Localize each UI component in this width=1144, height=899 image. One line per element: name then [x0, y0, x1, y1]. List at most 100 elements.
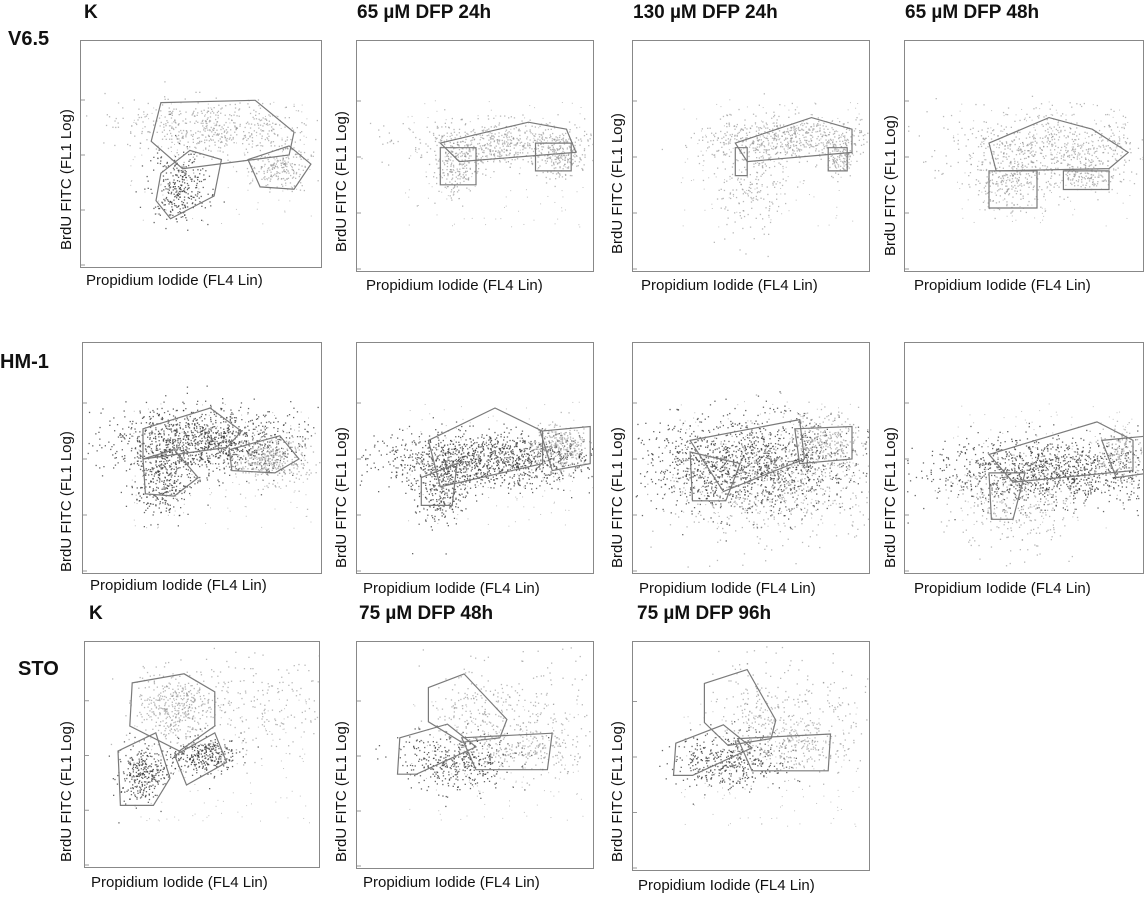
data-point — [276, 446, 278, 448]
data-point — [569, 174, 572, 177]
data-point — [1117, 143, 1119, 145]
data-point — [186, 447, 188, 449]
data-point — [981, 161, 983, 163]
data-point — [215, 114, 217, 116]
data-point — [1061, 146, 1063, 149]
data-point — [172, 181, 174, 184]
data-point — [474, 185, 476, 187]
data-point — [527, 152, 529, 154]
data-point — [450, 171, 452, 173]
data-point — [193, 160, 195, 163]
data-point — [207, 129, 209, 131]
data-point — [258, 440, 260, 442]
data-point — [211, 158, 213, 160]
data-point — [864, 134, 866, 136]
data-point — [985, 159, 987, 161]
data-point — [210, 406, 212, 408]
data-point — [551, 159, 553, 161]
data-point — [1067, 179, 1070, 181]
data-point — [497, 155, 499, 157]
data-point — [851, 152, 853, 155]
data-point — [1101, 180, 1103, 182]
data-point — [139, 412, 141, 414]
data-point — [713, 173, 716, 175]
data-point — [1088, 180, 1091, 182]
data-point — [490, 145, 492, 147]
data-point — [301, 446, 303, 448]
data-point — [182, 447, 184, 449]
data-point — [203, 447, 206, 450]
data-point — [186, 148, 189, 150]
data-point — [199, 140, 201, 142]
data-point — [459, 163, 461, 165]
data-point — [285, 162, 287, 164]
data-point — [990, 127, 992, 129]
data-point — [1124, 123, 1126, 125]
data-point — [193, 461, 195, 463]
data-point — [464, 154, 466, 156]
data-point — [123, 433, 126, 435]
data-point — [982, 161, 984, 163]
data-point — [700, 130, 702, 132]
data-point — [493, 117, 495, 119]
data-point — [753, 163, 755, 165]
data-point — [217, 150, 219, 152]
data-point — [1016, 149, 1018, 151]
data-point — [223, 431, 225, 433]
data-point — [184, 122, 187, 124]
data-point — [427, 197, 429, 199]
data-point — [553, 151, 556, 153]
data-point — [219, 150, 221, 152]
data-point — [845, 164, 847, 166]
data-point — [795, 136, 797, 138]
data-point — [1064, 143, 1066, 145]
data-point — [793, 127, 795, 129]
data-point — [941, 173, 943, 175]
data-point — [1095, 185, 1098, 187]
data-point — [1064, 129, 1066, 132]
data-point — [420, 154, 423, 156]
data-point — [551, 138, 553, 140]
data-point — [555, 167, 557, 169]
data-point — [177, 448, 179, 450]
data-point — [229, 122, 231, 124]
data-point — [765, 152, 768, 154]
data-point — [290, 130, 292, 132]
data-point — [166, 120, 168, 122]
data-point — [819, 129, 821, 131]
data-point — [135, 431, 137, 433]
data-point — [436, 214, 438, 216]
data-point — [282, 157, 284, 159]
data-point — [1093, 166, 1095, 168]
data-point — [505, 150, 508, 152]
data-point — [181, 176, 184, 178]
data-point — [802, 183, 804, 185]
data-point — [302, 169, 304, 171]
data-point — [1032, 141, 1034, 143]
data-point — [780, 193, 782, 195]
data-point — [512, 137, 515, 139]
data-point — [926, 111, 928, 113]
data-point — [717, 167, 719, 169]
data-point — [1006, 153, 1008, 155]
data-point — [761, 228, 764, 230]
data-point — [1076, 158, 1078, 160]
data-point — [682, 177, 684, 179]
data-point — [222, 402, 224, 404]
data-point — [837, 149, 840, 151]
data-point — [785, 131, 787, 133]
data-point — [529, 119, 531, 121]
data-point — [548, 147, 550, 149]
data-point — [226, 435, 228, 437]
data-point — [204, 130, 206, 132]
data-point — [774, 146, 777, 149]
data-point — [825, 139, 827, 141]
data-point — [1018, 176, 1020, 179]
data-point — [1033, 136, 1035, 139]
data-point — [503, 136, 505, 138]
data-point — [507, 142, 509, 144]
data-point — [1003, 179, 1005, 181]
data-point — [732, 193, 735, 196]
data-point — [711, 203, 713, 205]
data-point — [846, 145, 848, 147]
